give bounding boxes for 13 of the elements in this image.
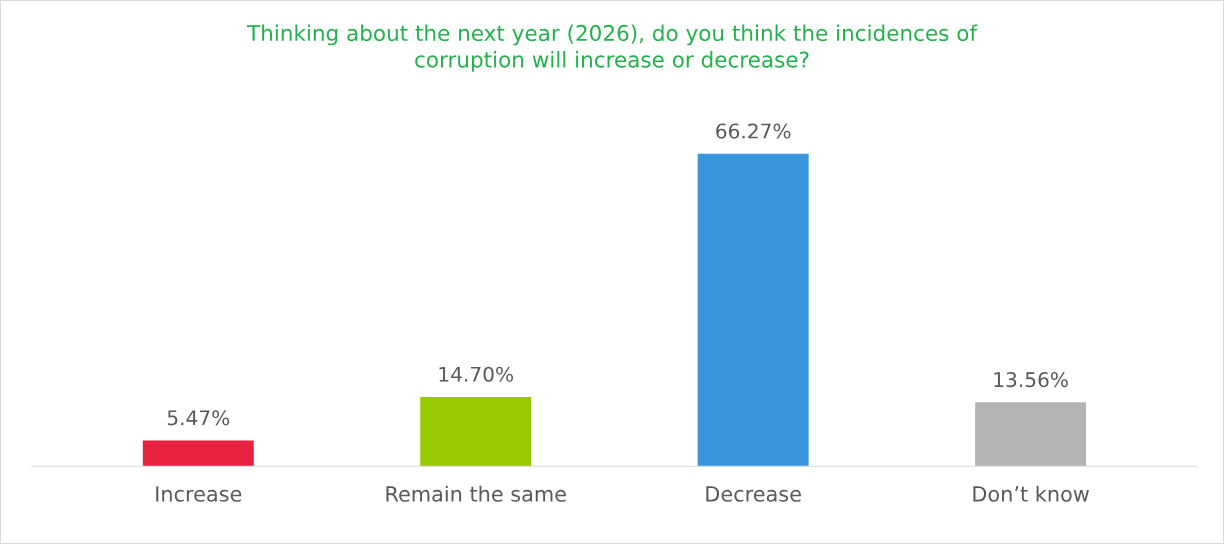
data-label: 13.56% — [994, 372, 1068, 388]
bar — [697, 153, 809, 467]
bar — [142, 440, 254, 467]
bar — [420, 396, 532, 467]
data-label: 14.70% — [439, 366, 514, 382]
chart-title: Thinking about the next year (2026), do you think the incidences of corruption will increase or decrease? — [246, 24, 978, 72]
x-tick-label: Decrease — [706, 486, 801, 502]
data-label: 66.27% — [716, 123, 791, 139]
x-tick-label: Increase — [156, 486, 242, 502]
x-tick-label: Don’t know — [973, 485, 1089, 502]
bar — [975, 402, 1087, 467]
x-tick-label: Remain the same — [386, 485, 566, 502]
data-label: 5.47% — [167, 410, 230, 426]
